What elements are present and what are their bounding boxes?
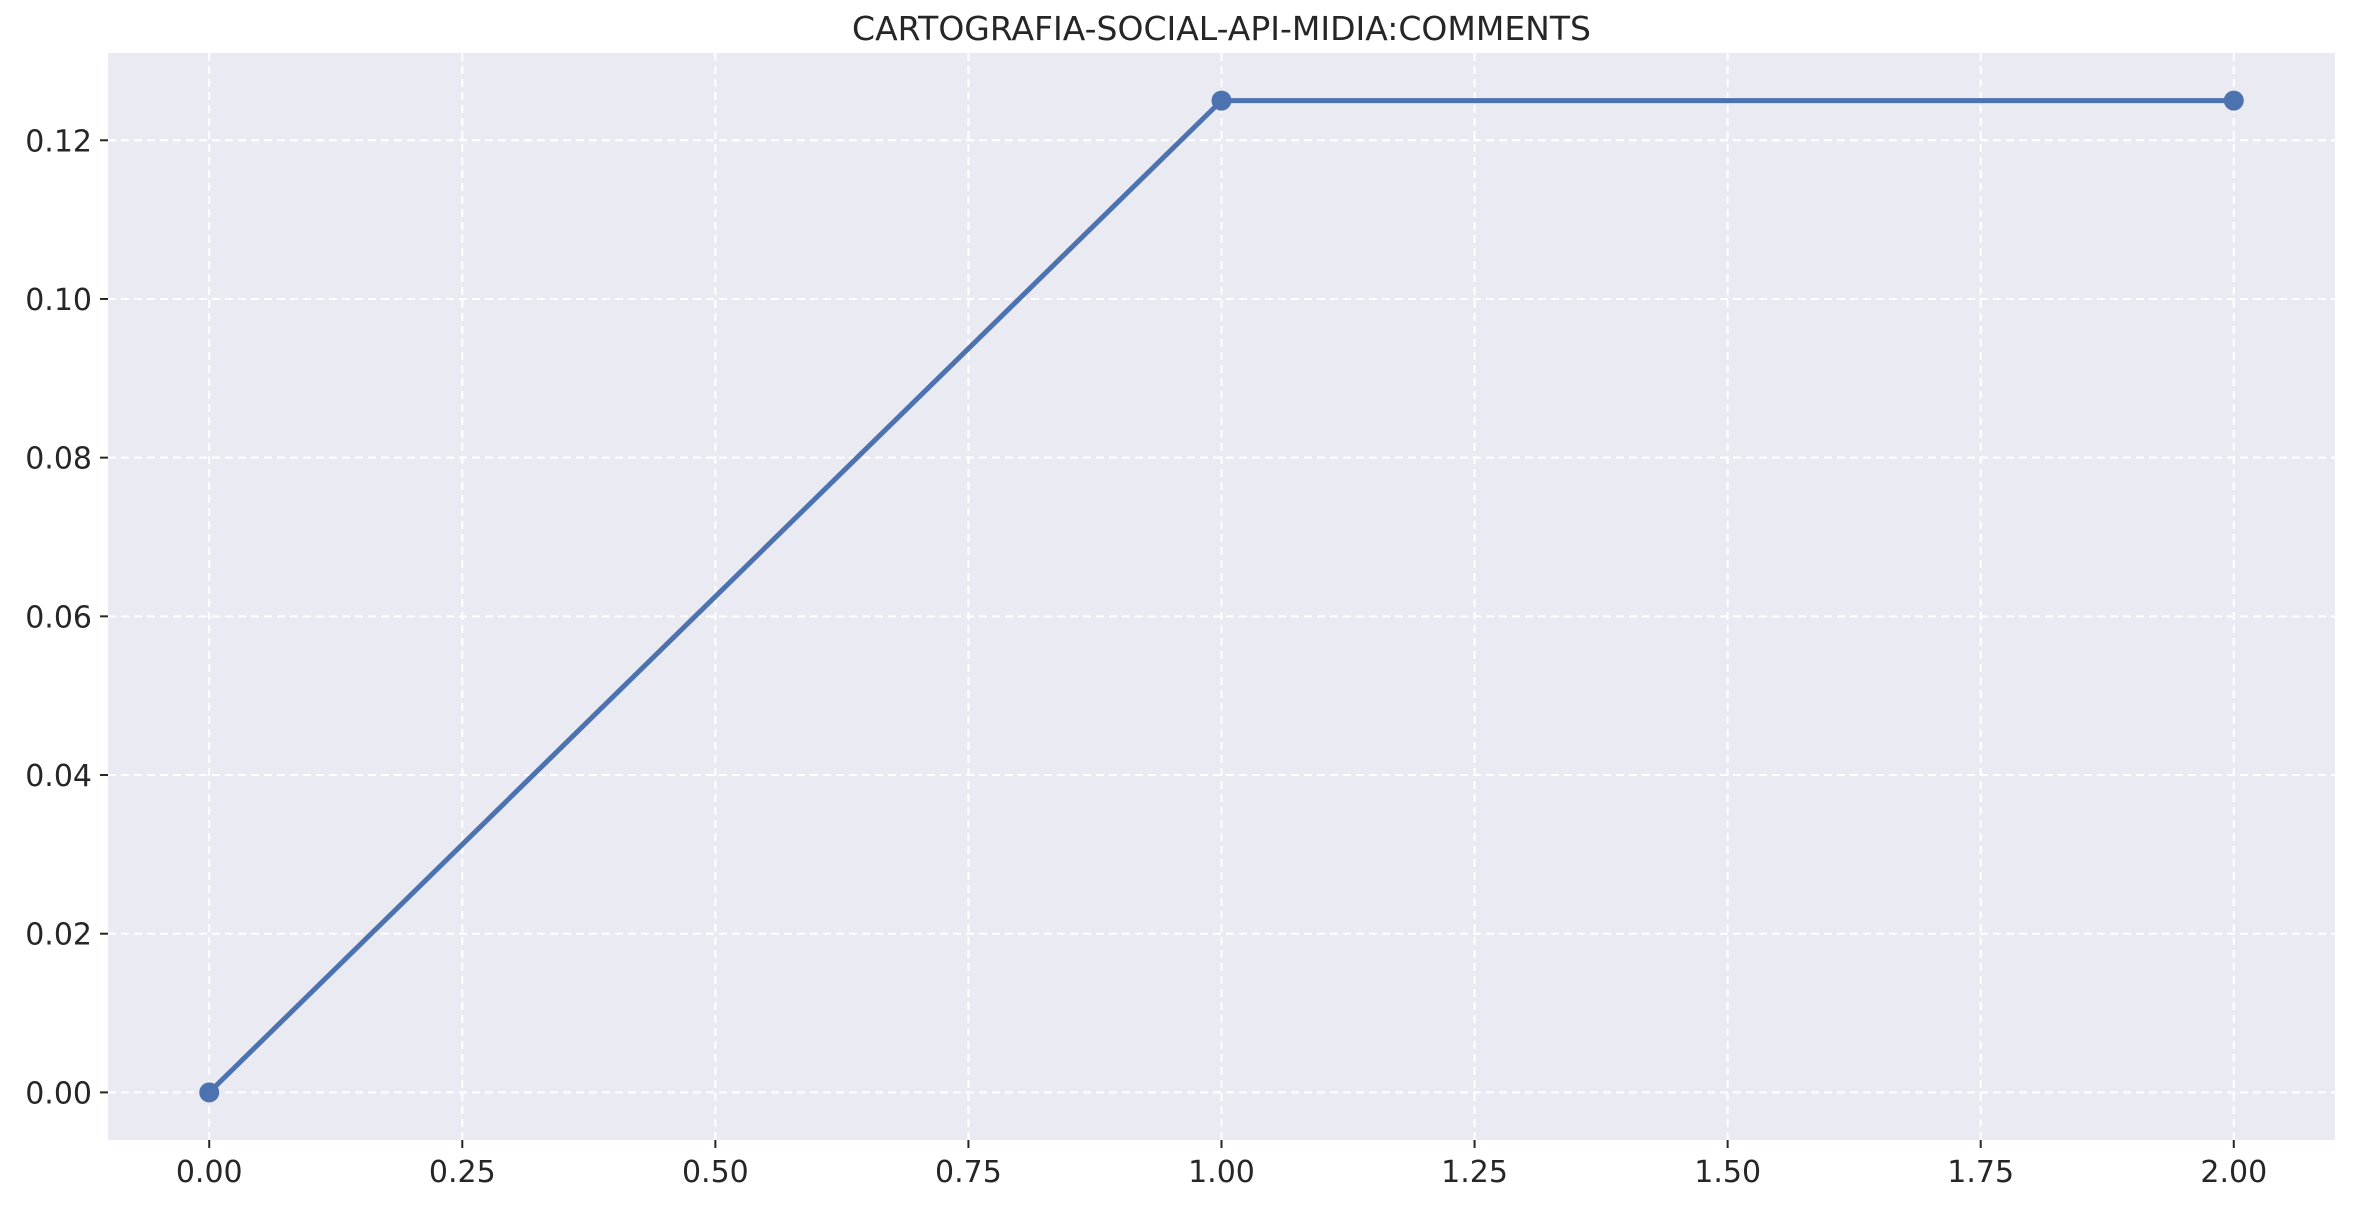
plot-area [108, 53, 2335, 1140]
x-tick-label: 2.00 [2200, 1155, 2267, 1190]
y-tick-label: 0.08 [25, 442, 92, 477]
data-point [1211, 90, 1232, 111]
x-tick-label: 1.00 [1188, 1155, 1255, 1190]
x-tick-label: 1.50 [1694, 1155, 1761, 1190]
y-tick-label: 0.00 [25, 1076, 92, 1111]
x-tick-label: 0.00 [176, 1155, 243, 1190]
x-tick-label: 0.75 [935, 1155, 1002, 1190]
data-point [2223, 90, 2244, 111]
x-tick-label: 1.75 [1947, 1155, 2014, 1190]
x-tick-label: 1.25 [1441, 1155, 1508, 1190]
axis-ticks: 0.00 0.25 0.50 0.75 1.00 1.25 1.50 1.75 2.00 0.00… [25, 124, 2267, 1190]
y-tick-label: 0.04 [25, 759, 92, 794]
y-tick-label: 0.02 [25, 918, 92, 953]
series-layer [199, 90, 2244, 1103]
chart-title: CARTOGRAFIA-SOCIAL-API-MIDIA:COMMENTS [852, 9, 1591, 48]
x-tick-label: 0.50 [682, 1155, 749, 1190]
x-tick-label: 0.25 [429, 1155, 496, 1190]
y-tick-label: 0.12 [25, 124, 92, 159]
y-tick-label: 0.06 [25, 600, 92, 635]
y-tick-label: 0.10 [25, 283, 92, 318]
grid [108, 53, 2335, 1140]
data-point [199, 1082, 220, 1103]
